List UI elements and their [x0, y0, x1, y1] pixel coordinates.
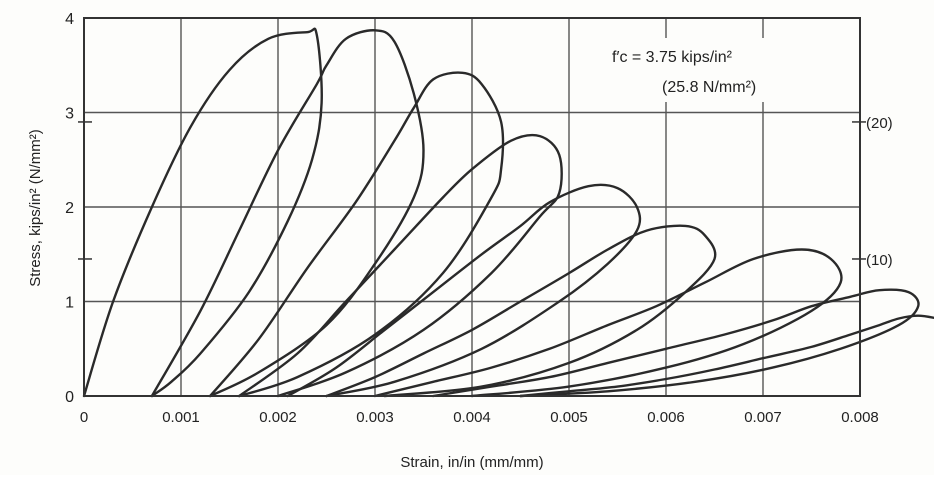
y-tick-label: 1: [65, 295, 74, 312]
x-tick-label: 0.003: [356, 409, 394, 426]
x-axis-label: Strain, in/in (mm/mm): [400, 454, 543, 471]
x-tick-label: 0.008: [841, 409, 879, 426]
secondary-tick-label: (10): [866, 252, 893, 269]
strength-annotation: f′c = 3.75 kips/in² (25.8 N/mm²): [606, 38, 820, 102]
x-tick-label: 0.005: [550, 409, 588, 426]
x-tick-label: 0.006: [647, 409, 685, 426]
annotation-strength: f′c = 3.75 kips/in²: [612, 49, 733, 66]
x-tick-label: 0.007: [744, 409, 782, 426]
x-tick-label: 0.004: [453, 409, 491, 426]
y-tick-label: 0: [65, 389, 74, 406]
x-tick-label: 0.001: [162, 409, 200, 426]
y-tick-label: 2: [65, 200, 74, 217]
secondary-tick-label: (20): [866, 115, 893, 132]
y-tick-label: 4: [65, 11, 74, 28]
x-tick-label: 0.002: [259, 409, 297, 426]
y-axis-label: Stress, kips/in² (N/mm²): [27, 129, 44, 287]
y-tick-label: 3: [65, 106, 74, 123]
x-tick-label: 0: [80, 409, 88, 426]
annotation-strength-metric: (25.8 N/mm²): [662, 79, 756, 96]
